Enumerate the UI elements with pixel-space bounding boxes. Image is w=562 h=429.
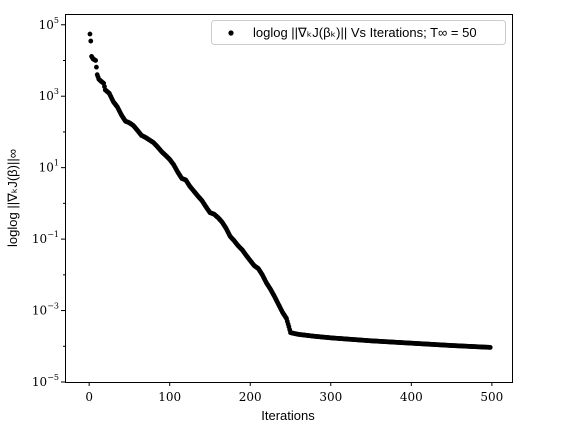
y-tick-base: 10 [39, 89, 54, 103]
y-axis-label: loglog ||∇ₖJ(β)||∞ [5, 149, 20, 247]
y-tick-exponent: −1 [47, 230, 59, 239]
data-point [88, 38, 94, 44]
plot-frame [65, 14, 513, 383]
y-tick-label: 10−3 [32, 302, 59, 318]
y-tick-base: 10 [39, 18, 54, 32]
y-tick-exponent: 5 [54, 16, 59, 25]
legend-box [211, 20, 506, 45]
y-tick-exponent: −3 [47, 302, 59, 311]
data-point [93, 58, 99, 63]
legend-label: loglog ||∇ₖJ(βₖ)|| Vs Iterations; T∞ = 5… [253, 25, 477, 40]
legend: loglog ||∇ₖJ(βₖ)|| Vs Iterations; T∞ = 5… [211, 20, 506, 45]
y-tick-label: 10−5 [32, 373, 59, 389]
x-tick-label: 0 [85, 390, 93, 404]
y-tick-base: 10 [32, 375, 47, 389]
y-tick-base: 10 [32, 232, 47, 246]
data-points [87, 31, 493, 350]
y-tick-exponent: 3 [54, 87, 59, 96]
y-tick-exponent: −5 [47, 373, 59, 382]
y-tick-base: 10 [39, 161, 54, 175]
y-tick-label: 101 [39, 159, 59, 175]
x-tick-label: 300 [319, 390, 342, 404]
x-tick-label: 400 [400, 390, 423, 404]
y-tick-exponent: 1 [54, 159, 59, 168]
y-tick-label: 10−1 [32, 230, 59, 246]
x-tick-label: 500 [480, 390, 503, 404]
x-tick-label: 200 [239, 390, 262, 404]
y-tick-label: 103 [39, 87, 59, 103]
x-axis-label: Iterations [261, 408, 315, 423]
y-tick-label: 105 [39, 16, 59, 32]
y-tick-base: 10 [32, 304, 47, 318]
x-axis-ticks: 0 100 200 300 400 500 [85, 382, 503, 404]
x-tick-label: 100 [158, 390, 181, 404]
data-point [487, 345, 493, 350]
legend-marker [228, 30, 234, 36]
data-point [94, 64, 99, 70]
data-point [87, 31, 93, 37]
